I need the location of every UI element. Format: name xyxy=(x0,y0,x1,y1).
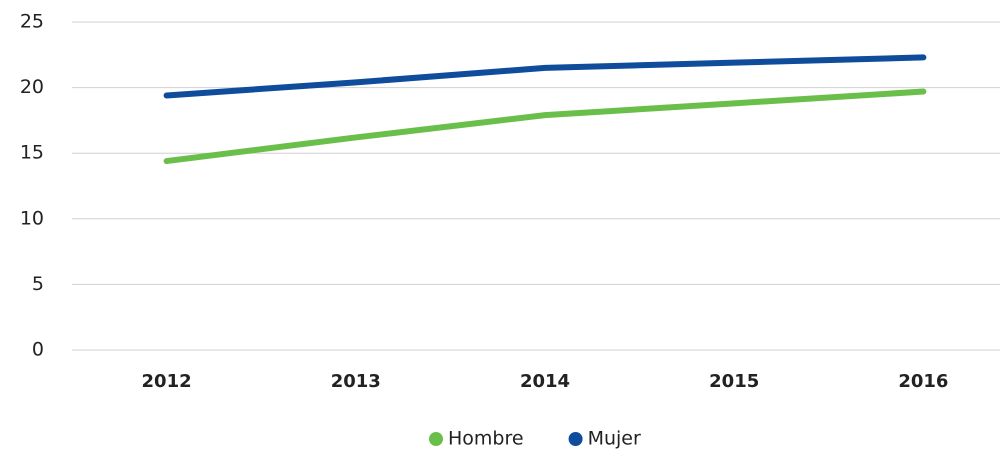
y-tick-label: 15 xyxy=(20,142,44,164)
legend-label: Mujer xyxy=(588,428,641,450)
series-line xyxy=(163,54,927,99)
x-tick-label: 2016 xyxy=(898,371,948,392)
y-tick-label: 0 xyxy=(32,339,44,361)
legend-label: Hombre xyxy=(448,428,524,450)
series-line xyxy=(163,88,927,165)
y-tick-label: 25 xyxy=(20,11,44,33)
x-tick-label: 2013 xyxy=(331,371,381,392)
x-tick-label: 2015 xyxy=(709,371,759,392)
y-tick-label: 10 xyxy=(20,207,44,229)
legend-swatch xyxy=(568,432,583,446)
x-tick-label: 2012 xyxy=(142,371,192,392)
legend-swatch xyxy=(429,432,443,446)
x-tick-label: 2014 xyxy=(520,371,570,392)
y-tick-label: 20 xyxy=(20,76,44,98)
y-tick-label: 5 xyxy=(32,273,44,295)
